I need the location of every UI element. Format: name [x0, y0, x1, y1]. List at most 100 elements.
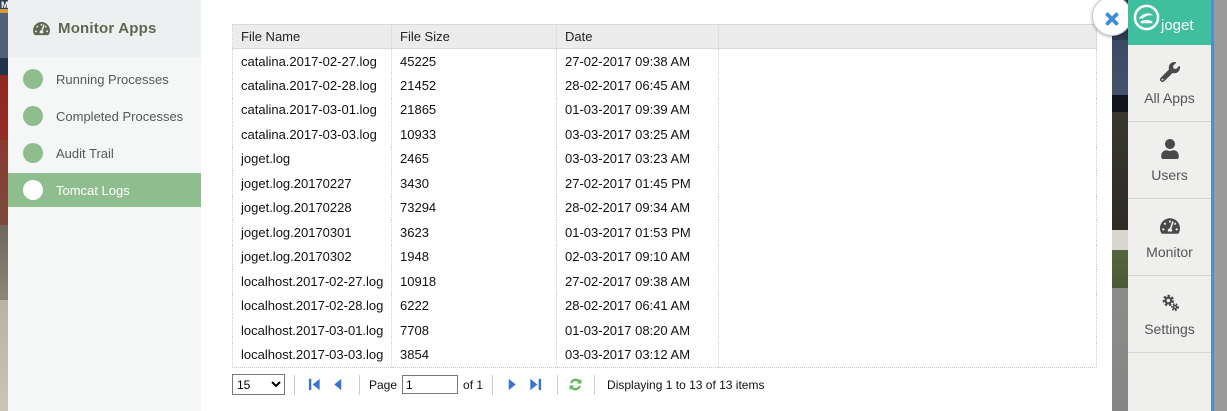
- cell-file-name: catalina.2017-02-28.log: [232, 73, 392, 98]
- last-page-button[interactable]: [528, 377, 545, 393]
- table-row[interactable]: localhost.2017-02-27.log 10918 27-02-201…: [232, 269, 1097, 294]
- cell-file-size: 10933: [391, 122, 557, 147]
- cell-file-size: 45225: [391, 48, 557, 73]
- separator: [594, 374, 596, 395]
- cell-date: 28-02-2017 06:41 AM: [556, 293, 719, 318]
- cell-file-size: 7708: [391, 318, 557, 343]
- cell-file-size: 10918: [391, 269, 557, 294]
- column-header-date[interactable]: Date: [556, 24, 719, 49]
- pagination-bar: 15 Page of 1: [232, 372, 1098, 398]
- cell-file-size: 3430: [391, 171, 557, 196]
- cell-file-name: joget.log: [232, 146, 392, 171]
- cell-file-name: joget.log.20170301: [232, 220, 392, 245]
- table-row[interactable]: localhost.2017-03-01.log 7708 01-03-2017…: [232, 318, 1097, 343]
- separator: [294, 374, 295, 395]
- cell-date: 01-03-2017 08:20 AM: [556, 318, 719, 343]
- page-of-label: of 1: [463, 377, 484, 392]
- cell-date: 27-02-2017 09:38 AM: [556, 269, 719, 294]
- sidebar-item-monitor[interactable]: Monitor: [1128, 199, 1211, 276]
- table-row[interactable]: joget.log.20170301 3623 01-03-2017 01:53…: [232, 220, 1097, 245]
- monitor-nav-item[interactable]: Audit Trail: [8, 136, 201, 170]
- sidebar-item-label: Monitor: [1146, 244, 1193, 260]
- cell-filler: [718, 269, 1097, 294]
- cell-filler: [718, 342, 1097, 367]
- refresh-icon[interactable]: [567, 376, 585, 393]
- panel-header: Monitor Apps: [8, 0, 201, 57]
- page-label: Page: [369, 377, 398, 392]
- cell-filler: [718, 195, 1097, 220]
- sidebar-item-label: All Apps: [1144, 90, 1195, 106]
- column-header-file-name[interactable]: File Name: [232, 24, 392, 49]
- pagination-status: Displaying 1 to 13 of 13 items: [607, 377, 765, 392]
- cell-date: 27-02-2017 09:38 AM: [556, 48, 719, 73]
- table-row[interactable]: joget.log.20170302 1948 02-03-2017 09:10…: [232, 244, 1097, 269]
- status-circle-icon: [23, 106, 43, 126]
- monitor-nav-item[interactable]: Completed Processes: [8, 99, 201, 133]
- cell-file-name: localhost.2017-02-27.log: [232, 269, 392, 294]
- cell-filler: [718, 146, 1097, 171]
- table-row[interactable]: catalina.2017-03-01.log 21865 01-03-2017…: [232, 97, 1097, 122]
- cell-date: 01-03-2017 01:53 PM: [556, 220, 719, 245]
- cell-filler: [718, 220, 1097, 245]
- sidebar-item-users[interactable]: Users: [1128, 122, 1211, 199]
- cell-date: 03-03-2017 03:23 AM: [556, 146, 719, 171]
- cell-file-size: 21452: [391, 73, 557, 98]
- table-row[interactable]: localhost.2017-03-03.log 3854 03-03-2017…: [232, 342, 1097, 367]
- sidebar-item-label: Settings: [1144, 321, 1195, 337]
- page-number-input[interactable]: [402, 375, 459, 394]
- joget-brand[interactable]: joget: [1128, 0, 1211, 45]
- table-row[interactable]: catalina.2017-02-27.log 45225 27-02-2017…: [232, 48, 1097, 73]
- table-row[interactable]: catalina.2017-02-28.log 21452 28-02-2017…: [232, 73, 1097, 98]
- monitor-apps-dialog: Monitor Apps Running Processes Completed…: [8, 0, 1112, 411]
- column-header-filler: [718, 24, 1097, 49]
- cell-filler: [718, 73, 1097, 98]
- cell-file-size: 3854: [391, 342, 557, 367]
- close-button[interactable]: [1092, 0, 1132, 36]
- close-icon: [1105, 12, 1119, 25]
- user-icon: [1160, 139, 1179, 159]
- cell-filler: [718, 318, 1097, 343]
- table-row[interactable]: localhost.2017-02-28.log 6222 28-02-2017…: [232, 293, 1097, 318]
- status-circle-icon: [23, 143, 43, 163]
- table-row[interactable]: joget.log.20170227 3430 27-02-2017 01:45…: [232, 171, 1097, 196]
- cell-date: 27-02-2017 01:45 PM: [556, 171, 719, 196]
- cell-file-name: joget.log.20170228: [232, 195, 392, 220]
- cell-date: 28-02-2017 06:45 AM: [556, 73, 719, 98]
- gauge-icon: [1159, 218, 1180, 234]
- monitor-nav-item-label: Completed Processes: [56, 108, 184, 124]
- monitor-nav-item[interactable]: Running Processes: [8, 62, 201, 96]
- cell-file-size: 2465: [391, 146, 557, 171]
- log-files-table: File Name File Size Date catalina.2017-0…: [232, 24, 1097, 368]
- cell-file-name: catalina.2017-02-27.log: [232, 48, 392, 73]
- table-row[interactable]: joget.log 2465 03-03-2017 03:23 AM: [232, 146, 1097, 171]
- background-page-left-strip: M: [0, 0, 9, 411]
- cell-date: 03-03-2017 03:25 AM: [556, 122, 719, 147]
- panel-title: Monitor Apps: [58, 20, 157, 37]
- cell-file-name: localhost.2017-02-28.log: [232, 293, 392, 318]
- sidebar-item-settings[interactable]: Settings: [1128, 276, 1211, 353]
- table-row[interactable]: catalina.2017-03-03.log 10933 03-03-2017…: [232, 122, 1097, 147]
- cell-filler: [718, 97, 1097, 122]
- cell-file-size: 3623: [391, 220, 557, 245]
- monitor-nav-item-label: Running Processes: [56, 71, 169, 87]
- joget-logo-icon: [1133, 4, 1160, 31]
- cell-file-name: localhost.2017-03-03.log: [232, 342, 392, 367]
- cell-file-name: catalina.2017-03-03.log: [232, 122, 392, 147]
- background-text: M: [1, 0, 9, 10]
- cell-filler: [718, 171, 1097, 196]
- column-header-file-size[interactable]: File Size: [391, 24, 557, 49]
- first-page-button[interactable]: [307, 377, 324, 393]
- monitor-nav-item[interactable]: Tomcat Logs: [8, 173, 201, 207]
- background-page-right-strip: [1112, 0, 1128, 411]
- monitor-nav-item-label: Audit Trail: [56, 145, 114, 161]
- previous-page-button[interactable]: [330, 377, 347, 393]
- sidebar-item-all-apps[interactable]: All Apps: [1128, 45, 1211, 122]
- table-row[interactable]: joget.log.20170228 73294 28-02-2017 09:3…: [232, 195, 1097, 220]
- wrench-icon: [1159, 62, 1180, 83]
- cell-date: 02-03-2017 09:10 AM: [556, 244, 719, 269]
- cell-filler: [718, 122, 1097, 147]
- sidebar-blue-edge: [1211, 0, 1214, 411]
- separator: [492, 374, 494, 395]
- page-size-select[interactable]: 15: [232, 374, 285, 395]
- next-page-button[interactable]: [505, 377, 522, 393]
